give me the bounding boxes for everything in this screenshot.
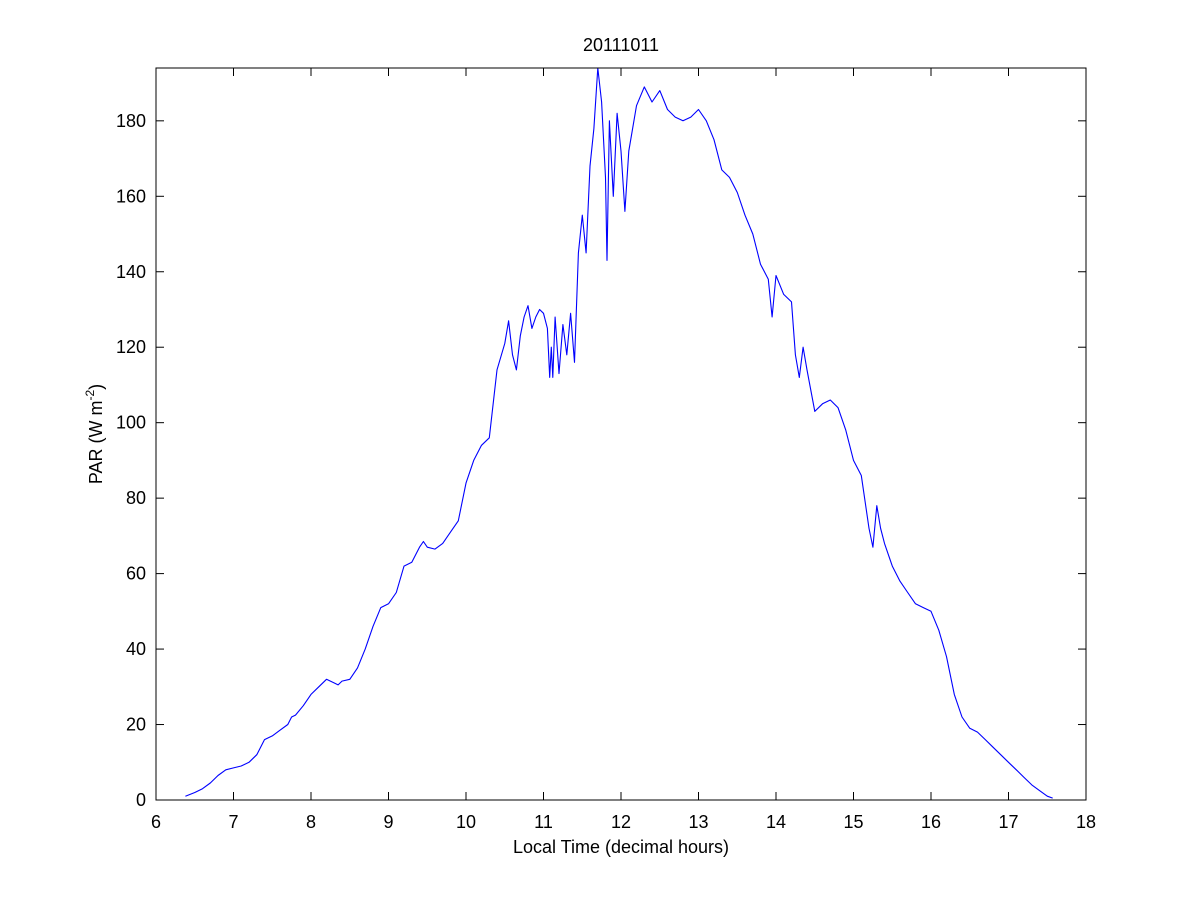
x-tick-label: 15 [843,812,863,832]
x-tick-label: 6 [151,812,161,832]
par-series-line [185,67,1053,799]
y-tick-label: 0 [136,790,146,810]
x-tick-label: 13 [688,812,708,832]
x-tick-label: 12 [611,812,631,832]
x-tick-label: 9 [383,812,393,832]
chart-title: 20111011 [583,35,659,55]
x-tick-label: 10 [456,812,476,832]
y-tick-label: 180 [116,111,146,131]
y-tick-label: 120 [116,337,146,357]
x-tick-label: 18 [1076,812,1096,832]
y-axis-label-base: PAR (W m [86,401,106,485]
x-tick-label: 17 [998,812,1018,832]
x-axis-ticks: 6 7 8 9 10 11 12 13 14 15 16 17 18 [151,68,1096,832]
y-axis-label-close: ) [86,384,106,390]
plot-box [155,67,1087,801]
y-tick-label: 140 [116,262,146,282]
x-tick-label: 16 [921,812,941,832]
y-tick-label: 20 [126,715,146,735]
y-tick-label: 80 [126,488,146,508]
y-tick-label: 40 [126,639,146,659]
x-tick-label: 8 [306,812,316,832]
plot-area [156,68,1086,800]
y-axis-label: PAR (W m-2) [83,384,106,484]
x-tick-label: 11 [534,812,553,832]
x-tick-label: 7 [228,812,238,832]
y-axis-label-superscript: -2 [83,390,97,401]
y-tick-label: 60 [126,564,146,584]
x-tick-label: 14 [766,812,786,832]
y-tick-label: 100 [116,413,146,433]
y-tick-label: 160 [116,186,146,206]
x-axis-label: Local Time (decimal hours) [513,837,729,857]
y-axis-ticks: 0 20 40 60 80 100 120 140 160 180 [116,111,1086,810]
